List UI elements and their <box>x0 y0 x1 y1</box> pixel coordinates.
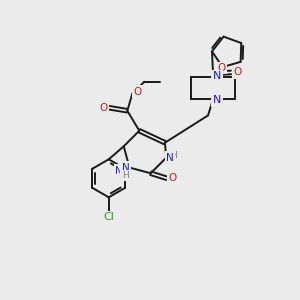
Text: O: O <box>133 87 141 97</box>
Text: H: H <box>170 151 177 160</box>
Text: N: N <box>167 153 174 163</box>
Text: H: H <box>122 171 129 180</box>
Text: O: O <box>169 173 177 183</box>
Text: N: N <box>213 95 221 105</box>
Text: O: O <box>218 63 226 73</box>
Text: N: N <box>122 163 129 172</box>
Text: O: O <box>99 103 107 113</box>
Text: O: O <box>233 68 241 77</box>
Text: NH: NH <box>115 166 130 176</box>
Text: Cl: Cl <box>103 212 114 222</box>
Text: N: N <box>213 71 221 81</box>
